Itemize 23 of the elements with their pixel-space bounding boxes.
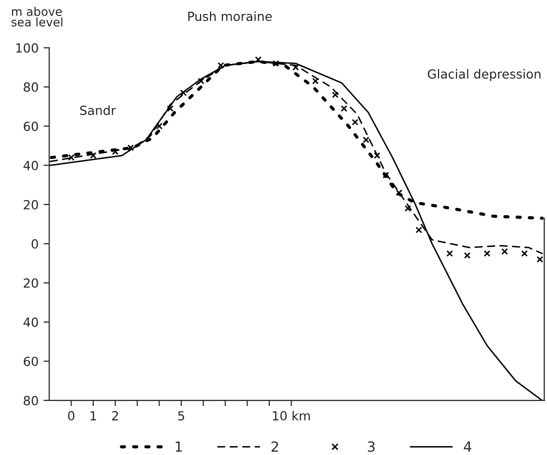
y-tick-label: 60 [24,356,38,366]
legend-label: 4 [464,442,472,452]
y-tick-label: 60 [24,122,38,132]
x-tick-label: 0 [68,411,74,420]
legend-label: 1 [176,442,182,452]
x-tick-label: 2 [112,411,118,420]
y-tick-label: 40 [24,160,38,170]
y-tick-label: 40 [24,318,38,327]
annotation: Glacial depression [428,69,540,82]
annotation: Sandr [80,105,116,116]
x-tick-label: 1 [90,411,96,420]
y-tick-label: 80 [24,396,38,406]
legend-label: 3 [368,441,375,452]
text: Push moraine [188,11,272,22]
x-tick-label: 10 km [272,410,310,420]
y-tick-label: 20 [24,200,38,210]
y-tick-label: 80 [24,82,38,92]
y-tick-label: 20 [24,278,38,288]
x-tick-label: 5 [178,411,184,420]
y-tick-label: 100 [16,43,38,53]
legend-label: 2 [272,441,278,452]
y-axis-title: m above sea level [12,6,62,26]
y-tick-label: 0 [32,239,38,249]
